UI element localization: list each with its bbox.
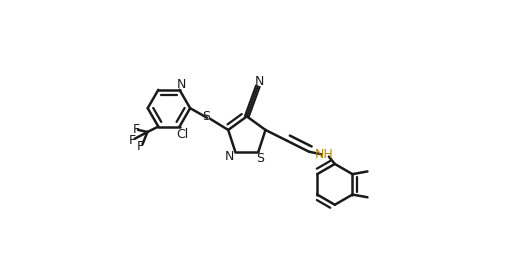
Text: F: F [137, 140, 144, 153]
Text: N: N [224, 150, 234, 163]
Text: Cl: Cl [176, 128, 188, 141]
Text: NH: NH [314, 148, 333, 161]
Text: F: F [133, 123, 140, 136]
Text: F: F [129, 134, 136, 147]
Text: S: S [201, 110, 209, 123]
Text: N: N [254, 75, 263, 88]
Text: N: N [177, 78, 186, 91]
Text: S: S [255, 152, 263, 165]
